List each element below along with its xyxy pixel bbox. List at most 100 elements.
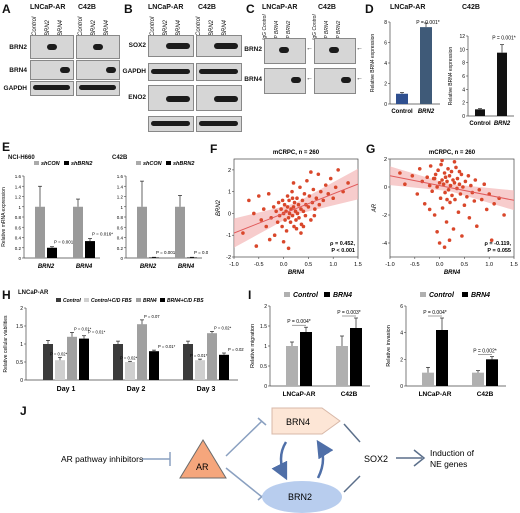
- blot-strip: [196, 35, 242, 57]
- y-tick-label: 1.2: [15, 195, 22, 200]
- scatter-point: [305, 178, 309, 183]
- scatter-point: [432, 176, 437, 181]
- scatter-point: [448, 183, 453, 188]
- scatter-point: [465, 195, 469, 199]
- y-tick-label: 0.8: [117, 215, 124, 220]
- scatter-point: [457, 182, 462, 186]
- scatter-point: [427, 183, 432, 188]
- scatter-point: [295, 211, 300, 216]
- stat-text: P < 0.001: [331, 248, 355, 254]
- annotation: P = 0.001*: [194, 250, 208, 255]
- lane-label: Control: [150, 16, 156, 36]
- annotation: P = 0.001*: [156, 250, 177, 255]
- blot-strip: [264, 68, 306, 94]
- bar: [336, 346, 348, 386]
- scatter-point: [241, 231, 245, 235]
- legend-swatch: [84, 298, 89, 302]
- lane-label: BRN4: [58, 19, 64, 36]
- y-tick-label: 12: [459, 34, 465, 40]
- x-tick-label: 1.5: [510, 262, 518, 268]
- y-axis-label: Relative BRN4 expression: [448, 47, 454, 106]
- group-label: C42B: [318, 4, 336, 11]
- y-tick-label: 1.5: [260, 324, 267, 330]
- group-label: LNCaP-AR: [18, 290, 49, 296]
- scatter-point: [346, 181, 350, 185]
- fit-line: [390, 175, 514, 201]
- annotation: P = 0.07: [144, 314, 160, 319]
- scatter-point: [328, 176, 333, 181]
- legend-swatch: [34, 161, 39, 165]
- annotation: P = 0.01*: [74, 326, 92, 331]
- inhibitor-text: AR pathway inhibitors: [61, 454, 143, 464]
- lane-label: IgG Control: [312, 14, 318, 40]
- scatter-point: [287, 211, 292, 216]
- y-tick-label: 4: [384, 61, 387, 67]
- panel-label: I: [248, 288, 252, 302]
- legend-swatch: [160, 298, 165, 302]
- bar: [436, 330, 448, 386]
- scatter-point: [435, 185, 439, 189]
- scatter-point: [440, 206, 445, 210]
- x-tick-label: 1.0: [485, 262, 493, 268]
- scatter-point: [432, 213, 437, 217]
- legend-swatch: [64, 161, 69, 165]
- bar: [137, 206, 147, 258]
- y-tick-label: 2: [20, 306, 23, 312]
- scatter-point: [252, 211, 256, 216]
- scatter-point: [415, 192, 420, 196]
- annotation: P = 0.01*: [158, 344, 176, 349]
- legend-swatch: [284, 292, 290, 297]
- scatter-point: [267, 237, 272, 242]
- bar: [85, 241, 95, 258]
- group-label: LNCaP-AR: [148, 4, 184, 11]
- lane-label: Control: [196, 16, 202, 36]
- y-tick-label: 4: [400, 331, 403, 337]
- scatter-point: [276, 200, 281, 205]
- scatter-point: [291, 181, 296, 185]
- x-tick-label: C42B: [477, 391, 494, 398]
- scatter-point: [462, 203, 467, 207]
- lane-label: BRN2: [209, 19, 215, 36]
- annotation: P = 0.003*: [337, 310, 360, 316]
- scatter-point: [282, 202, 287, 207]
- x-tick-label: 1.0: [329, 262, 337, 268]
- y-axis-label: Relative invasion: [386, 325, 392, 367]
- x-tick-label: LNCaP-AR: [283, 391, 316, 398]
- scatter-point: [443, 175, 448, 179]
- y-tick-label: 2: [384, 157, 387, 163]
- x-tick-label: BRN2: [494, 121, 511, 127]
- legend-label: BRN4: [471, 292, 490, 299]
- lane-label: BRN4: [222, 19, 228, 36]
- scatter-point: [467, 216, 472, 220]
- x-axis-label: BRN4: [444, 270, 461, 276]
- row-label: BRN4: [9, 67, 27, 74]
- bar: [207, 333, 217, 380]
- brn2-shape: [262, 481, 342, 513]
- scatter-point: [473, 178, 478, 182]
- y-tick-label: 2: [264, 304, 267, 310]
- scatter-point: [458, 192, 463, 196]
- legend-label: Control: [63, 298, 81, 304]
- chart-f: mCRPC, n = 260 -1.0 -0.5 0.0 0.5 1.0 1.5 -2 -1 0 1…: [216, 150, 362, 276]
- ar-text: AR: [196, 462, 209, 472]
- y-tick-label: 0.4: [117, 236, 124, 241]
- group-label: LNCaP-AR: [390, 4, 426, 11]
- chart-e: 0 0.2 0.4 0.6 0.8 1 1.2 1.4 1.6 shCON shBRN2 BRN2 P …: [1, 161, 208, 270]
- scatter-point: [452, 160, 457, 164]
- scatter-point: [247, 198, 251, 203]
- y-tick-label: 10: [459, 47, 465, 53]
- x-tick-label: Control: [391, 109, 413, 115]
- bar: [67, 336, 77, 380]
- bar: [420, 27, 432, 104]
- scatter-point: [472, 199, 477, 203]
- chart-g: mCRPC, n = 260 -1.0 -0.5 0.0 0.5 1.0 1.5 -4 -2 0 2…: [372, 150, 518, 276]
- brn4-text: BRN4: [286, 417, 310, 427]
- scatter-point: [449, 169, 454, 174]
- y-tick-label: 1: [20, 342, 23, 348]
- x-tick-label: 0.0: [436, 262, 444, 268]
- scatter-point: [319, 189, 323, 194]
- lane-label: BRN2: [163, 19, 169, 36]
- scatter-point: [264, 224, 269, 229]
- annotation: P = 0.001*: [492, 35, 515, 41]
- arrow-icon: ←: [306, 75, 313, 82]
